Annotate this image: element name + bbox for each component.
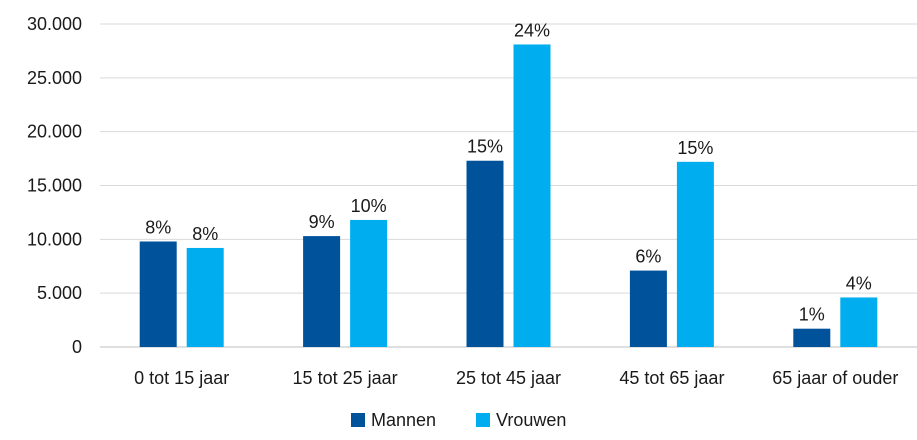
bar-vrouwen (186, 247, 224, 347)
data-label: 15% (677, 138, 713, 158)
data-label: 8% (145, 217, 171, 237)
x-axis: 0 tot 15 jaar 15 tot 25 jaar 25 tot 45 jaa… (134, 368, 898, 388)
x-tick-label: 25 tot 45 jaar (456, 368, 561, 388)
bar-vrouwen (840, 297, 878, 347)
x-tick-label: 15 tot 25 jaar (293, 368, 398, 388)
y-axis: 0 5.000 10.000 15.000 20.000 25.000 30.000 (27, 14, 82, 357)
y-tick-label: 30.000 (27, 14, 82, 34)
y-tick-label: 15.000 (27, 176, 82, 196)
y-tick-label: 5.000 (37, 283, 82, 303)
data-label: 8% (192, 224, 218, 244)
data-label: 4% (846, 273, 872, 293)
data-label: 10% (351, 196, 387, 216)
bar-mannen (629, 270, 667, 347)
x-tick-label: 65 jaar of ouder (772, 368, 898, 388)
bar-mannen (303, 236, 341, 347)
data-label: 1% (799, 305, 825, 325)
data-label: 24% (514, 20, 550, 40)
bar-vrouwen (676, 161, 714, 347)
bar-mannen (793, 328, 831, 347)
x-tick-label: 45 tot 65 jaar (619, 368, 724, 388)
x-tick-label: 0 tot 15 jaar (134, 368, 229, 388)
bar-mannen (139, 241, 177, 347)
bar-mannen (466, 160, 504, 347)
bar-vrouwen (513, 44, 551, 347)
legend-label-vrouwen: Vrouwen (496, 410, 566, 430)
y-tick-label: 20.000 (27, 122, 82, 142)
data-label: 9% (309, 212, 335, 232)
legend: Mannen Vrouwen (351, 410, 566, 430)
bar-vrouwen (350, 219, 388, 347)
y-tick-label: 10.000 (27, 229, 82, 249)
gridlines (100, 23, 917, 348)
data-label: 6% (635, 247, 661, 267)
data-label: 15% (467, 137, 503, 157)
legend-swatch-vrouwen (476, 413, 490, 427)
legend-swatch-mannen (351, 413, 365, 427)
bars: 8% 8% 9% 10% 15% 24% 6% 15% 1% 4% (139, 20, 878, 347)
legend-label-mannen: Mannen (371, 410, 436, 430)
y-tick-label: 25.000 (27, 68, 82, 88)
y-tick-label: 0 (72, 337, 82, 357)
